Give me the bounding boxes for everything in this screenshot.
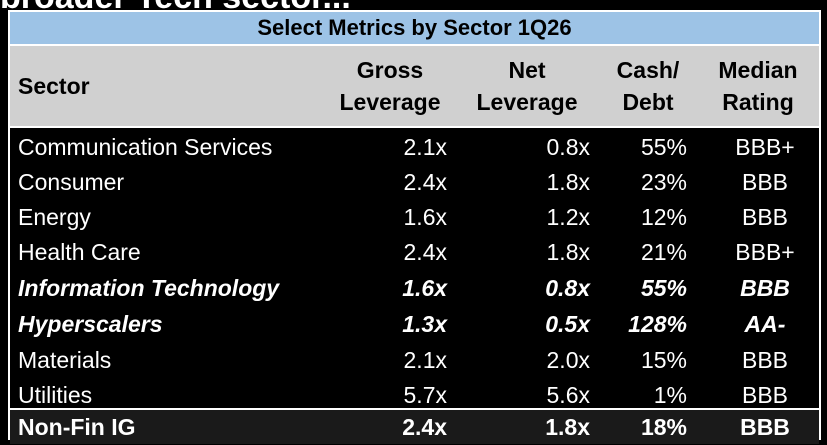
header-gross-line2: Leverage [339, 89, 441, 115]
table-row-highlighted: Hyperscalers 1.3x 0.5x 128% AA- [10, 307, 819, 342]
cell-median-rating: BBB+ [735, 239, 795, 265]
cell-net-leverage: 2.0x [546, 347, 590, 373]
header-sector: Sector [18, 46, 90, 126]
cell-median-rating: BBB [741, 204, 789, 230]
cell-median-rating: BBB+ [735, 134, 795, 160]
header-sector-label: Sector [18, 73, 90, 99]
cell-cash-debt: 12% [640, 204, 687, 230]
cell-gross-leverage: 2.1x [403, 347, 447, 373]
cell-sector: Utilities [18, 382, 93, 408]
cell-net-leverage: 0.8x [545, 275, 590, 301]
table-header: Sector Gross Leverage Net Leverage Cash/… [10, 46, 819, 128]
header-cash-debt: Cash/ Debt [608, 46, 688, 126]
cell-gross-leverage: 2.4x [403, 239, 447, 265]
table-row: Materials 2.1x 2.0x 15% BBB [10, 343, 819, 378]
cell-sector: Information Technology [18, 275, 280, 301]
cell-gross-leverage: 2.4x [402, 414, 447, 440]
header-cash-line2: Debt [622, 89, 674, 115]
cell-gross-leverage: 1.3x [402, 311, 447, 337]
table-title: Select Metrics by Sector 1Q26 [10, 12, 819, 46]
cell-cash-debt: 18% [640, 414, 687, 440]
header-rating-line1: Median [718, 57, 798, 83]
cell-sector: Consumer [18, 169, 125, 195]
cell-gross-leverage: 1.6x [402, 275, 447, 301]
cell-cash-debt: 1% [653, 382, 687, 408]
cell-net-leverage: 5.6x [546, 382, 590, 408]
header-net-line2: Leverage [476, 89, 578, 115]
cell-cash-debt: 55% [640, 134, 687, 160]
cell-sector: Energy [18, 204, 91, 230]
header-gross-line1: Gross [356, 57, 424, 83]
table-row-total: Non-Fin IG 2.4x 1.8x 18% BBB [10, 408, 819, 444]
cell-gross-leverage: 5.7x [403, 382, 447, 408]
header-net-line1: Net [508, 57, 546, 83]
cell-sector: Non-Fin IG [18, 414, 136, 440]
cell-median-rating: BBB [741, 347, 789, 373]
cell-net-leverage: 1.2x [546, 204, 590, 230]
table-row: Energy 1.6x 1.2x 12% BBB [10, 200, 819, 235]
cell-median-rating: BBB [740, 275, 790, 301]
cell-median-rating: BBB [741, 169, 789, 195]
cell-gross-leverage: 2.4x [403, 169, 447, 195]
cell-net-leverage: 0.5x [545, 311, 590, 337]
table-row: Communication Services 2.1x 0.8x 55% BBB… [10, 130, 819, 165]
cell-cash-debt: 15% [640, 347, 687, 373]
cell-cash-debt: 23% [640, 169, 687, 195]
header-gross-leverage: Gross Leverage [335, 46, 445, 126]
page-heading: broader Tech sector... [0, 0, 351, 16]
header-rating-line2: Rating [722, 89, 794, 115]
cell-net-leverage: 0.8x [546, 134, 590, 160]
cell-net-leverage: 1.8x [545, 414, 590, 440]
table-row: Consumer 2.4x 1.8x 23% BBB [10, 165, 819, 200]
cell-sector: Materials [18, 347, 112, 373]
table-row: Health Care 2.4x 1.8x 21% BBB+ [10, 235, 819, 270]
header-net-leverage: Net Leverage [472, 46, 582, 126]
cell-sector: Hyperscalers [18, 311, 163, 337]
table-row: Utilities 5.7x 5.6x 1% BBB [10, 378, 819, 413]
table-row-highlighted: Information Technology 1.6x 0.8x 55% BBB [10, 271, 819, 306]
cell-gross-leverage: 2.1x [403, 134, 447, 160]
cell-sector: Health Care [18, 239, 141, 265]
cell-cash-debt: 128% [628, 311, 687, 337]
cell-median-rating: BBB [741, 382, 789, 408]
cell-cash-debt: 21% [640, 239, 687, 265]
header-cash-line1: Cash/ [616, 57, 680, 83]
sector-metrics-table: Select Metrics by Sector 1Q26 Sector Gro… [8, 10, 821, 444]
header-median-rating: Median Rating [713, 46, 803, 126]
cell-sector: Communication Services [18, 134, 273, 160]
cell-median-rating: AA- [744, 311, 786, 337]
cell-gross-leverage: 1.6x [403, 204, 447, 230]
cell-cash-debt: 55% [640, 275, 687, 301]
cell-net-leverage: 1.8x [546, 169, 590, 195]
cell-median-rating: BBB [740, 414, 790, 440]
cell-net-leverage: 1.8x [546, 239, 590, 265]
